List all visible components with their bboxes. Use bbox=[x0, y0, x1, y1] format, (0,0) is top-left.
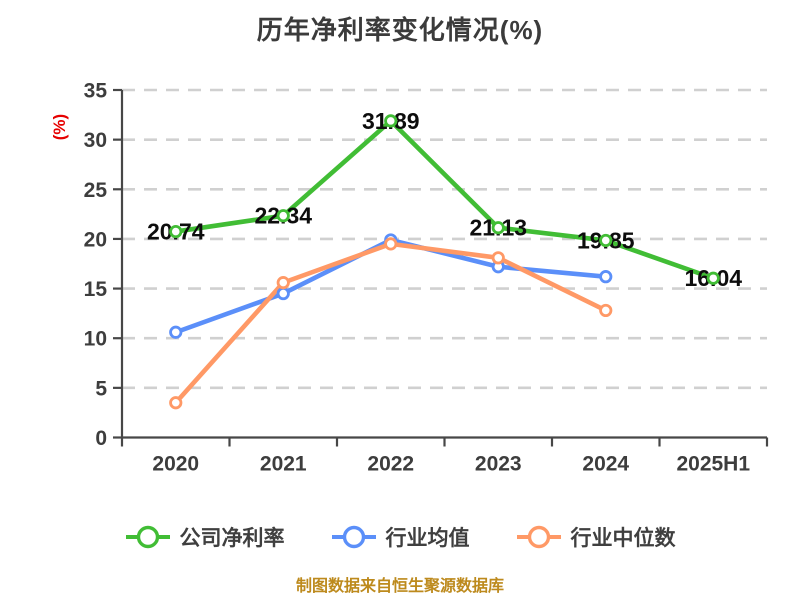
x-axis-ticks: 2020 2021 2022 2023 2024 2025H1 bbox=[120, 437, 769, 476]
legend-item-industry-mean[interactable]: 行业均值 bbox=[331, 522, 470, 552]
series-line-0 bbox=[173, 118, 716, 281]
series-data-labels: 20.7422.3431.8921.1319.8516.04 bbox=[147, 108, 742, 291]
svg-text:2020: 2020 bbox=[152, 453, 199, 476]
legend-item-company-net-margin[interactable]: 公司净利率 bbox=[125, 522, 285, 552]
series-line-1 bbox=[173, 237, 609, 335]
svg-text:2021: 2021 bbox=[260, 453, 307, 476]
blue-line-circle-marker-icon bbox=[331, 525, 376, 549]
data-source-watermark: 制图数据来自恒生聚源数据库 bbox=[295, 578, 504, 595]
chart-title: 历年净利率变化情况(%) bbox=[256, 15, 544, 45]
svg-text:35: 35 bbox=[84, 80, 108, 103]
line-chart-plot-area: 0 5 10 15 20 25 30 35 2020 2021 2022 2023 2024 2025H1… bbox=[84, 80, 769, 476]
svg-text:2022: 2022 bbox=[367, 453, 414, 476]
gridlines bbox=[122, 88, 767, 390]
series-markers-0 bbox=[169, 114, 720, 285]
legend-label: 公司净利率 bbox=[179, 527, 285, 550]
svg-text:2023: 2023 bbox=[475, 453, 522, 476]
orange-line-circle-marker-icon bbox=[516, 525, 561, 549]
svg-text:10: 10 bbox=[84, 328, 107, 351]
svg-text:25: 25 bbox=[84, 179, 108, 202]
svg-text:0: 0 bbox=[95, 427, 107, 450]
svg-text:5: 5 bbox=[95, 377, 107, 400]
svg-text:2025H1: 2025H1 bbox=[676, 453, 750, 476]
legend-item-industry-median[interactable]: 行业中位数 bbox=[516, 522, 676, 552]
series-line-2 bbox=[173, 241, 609, 406]
legend-label: 行业中位数 bbox=[570, 527, 676, 550]
svg-text:2024: 2024 bbox=[582, 453, 629, 476]
svg-text:30: 30 bbox=[84, 129, 107, 152]
y-axis-ticks: 0 5 10 15 20 25 30 35 bbox=[84, 80, 122, 450]
chart-legend: 公司净利率 行业均值 行业中位数 bbox=[0, 516, 800, 558]
svg-text:20: 20 bbox=[84, 228, 107, 251]
series-markers-2 bbox=[169, 237, 613, 410]
svg-text:15: 15 bbox=[84, 278, 108, 301]
green-line-circle-marker-icon bbox=[125, 525, 170, 549]
legend-label: 行业均值 bbox=[385, 527, 470, 550]
